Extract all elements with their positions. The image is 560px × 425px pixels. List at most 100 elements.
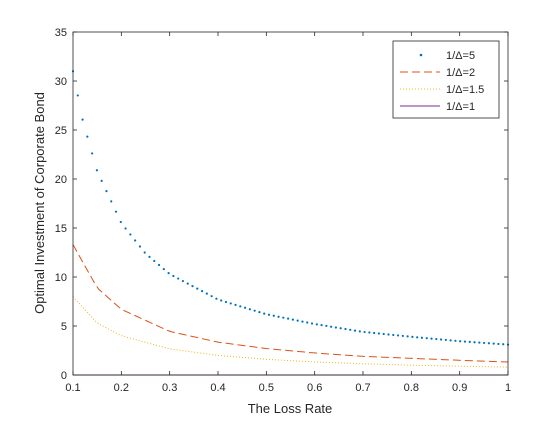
series-point: [363, 330, 366, 334]
series-point: [497, 342, 500, 346]
series-point: [478, 341, 481, 344]
x-tick-label: 0.4: [210, 382, 225, 394]
series-point: [95, 169, 99, 172]
series-point: [473, 341, 476, 344]
series-point: [439, 338, 443, 341]
y-tick-label: 5: [61, 321, 67, 333]
series-point: [224, 300, 228, 304]
series-point: [105, 190, 108, 193]
series-point: [100, 179, 103, 182]
y-tick-label: 15: [55, 223, 67, 235]
series-point: [444, 338, 447, 342]
series-point: [129, 233, 132, 236]
series-point: [315, 323, 318, 326]
series-point: [463, 340, 467, 343]
legend-box: [392, 40, 500, 119]
y-tick-label: 30: [55, 76, 67, 88]
series-point: [468, 340, 471, 344]
x-axis-ticks: 0.1 0.2 0.3 0.4 0.5 0.6 0.7 0.8 0.9 1: [65, 32, 511, 394]
series-point: [157, 263, 161, 267]
series-point: [181, 279, 185, 283]
series-point: [377, 332, 381, 335]
series-point: [420, 336, 424, 339]
series-point: [425, 337, 428, 340]
series-point: [334, 326, 338, 329]
series-point: [449, 339, 452, 342]
series-point: [205, 292, 208, 295]
legend: 1/Δ=5 1/Δ=2 1/Δ=1.5 1/Δ=1: [392, 40, 500, 119]
series-point: [306, 321, 309, 324]
series-point: [91, 152, 94, 155]
legend-items: 1/Δ=5 1/Δ=2 1/Δ=1.5 1/Δ=1: [400, 50, 484, 113]
series-point: [344, 327, 347, 331]
series-point: [502, 343, 505, 346]
x-tick-label: 0.7: [355, 382, 370, 394]
series-line: [72, 244, 509, 363]
series-point: [234, 303, 237, 306]
series-point: [86, 135, 89, 138]
series-point: [406, 335, 409, 338]
series-point: [277, 315, 280, 318]
x-tick-label: 0.9: [452, 382, 467, 394]
series-point: [200, 290, 204, 293]
series-point: [248, 308, 251, 311]
legend-label: 1/Δ=1: [446, 101, 475, 113]
series-point: [134, 239, 137, 242]
y-tick-label: 0: [61, 370, 67, 382]
series-point: [258, 311, 261, 314]
series-point: [243, 306, 247, 309]
series-point: [148, 255, 151, 258]
series-point: [339, 327, 342, 330]
series-point: [110, 200, 113, 203]
series-point: [263, 312, 266, 315]
axes-box: [72, 31, 509, 376]
series-point: [320, 324, 323, 327]
legend-label: 1/Δ=5: [446, 50, 475, 62]
series-point: [296, 319, 299, 322]
series-point: [229, 302, 232, 305]
series-point: [411, 335, 414, 338]
series-point: [210, 295, 213, 298]
series-point: [253, 309, 256, 312]
series-point: [459, 340, 462, 343]
series-point: [287, 317, 290, 320]
y-tick-label: 10: [55, 272, 67, 284]
series-1: [71, 70, 510, 346]
series-point: [487, 342, 490, 345]
legend-marker: [419, 53, 423, 57]
series-point: [119, 220, 122, 224]
x-axis-label: The Loss Rate: [248, 401, 333, 416]
series-point: [172, 274, 175, 278]
series-point: [382, 332, 385, 336]
series-point: [325, 324, 328, 328]
x-tick-label: 0.2: [114, 382, 129, 394]
series-point: [396, 334, 400, 337]
series-point: [430, 337, 433, 340]
series-point: [124, 227, 127, 230]
series-point: [177, 277, 180, 280]
y-axis-label: Optimal Investment of Corporate Bond: [32, 92, 47, 314]
series-point: [196, 287, 199, 290]
series-2: [72, 244, 509, 363]
series-point: [401, 334, 404, 338]
x-tick-label: 0.6: [307, 382, 322, 394]
y-tick-label: 25: [55, 125, 67, 137]
series-point: [282, 316, 285, 319]
series-point: [358, 330, 361, 333]
series-point: [114, 210, 118, 213]
x-tick-label: 1: [505, 382, 511, 394]
series-point: [330, 325, 333, 328]
y-tick-label: 20: [55, 174, 67, 186]
legend-label: 1/Δ=2: [446, 67, 475, 79]
series-point: [492, 342, 495, 345]
y-tick-label: 35: [55, 27, 67, 39]
series-point: [162, 267, 165, 271]
series-line: [72, 296, 509, 368]
x-tick-label: 0.5: [259, 382, 274, 394]
series-point: [239, 305, 242, 308]
series-point: [353, 329, 357, 332]
series-3: [72, 296, 509, 368]
series-point: [416, 336, 419, 339]
